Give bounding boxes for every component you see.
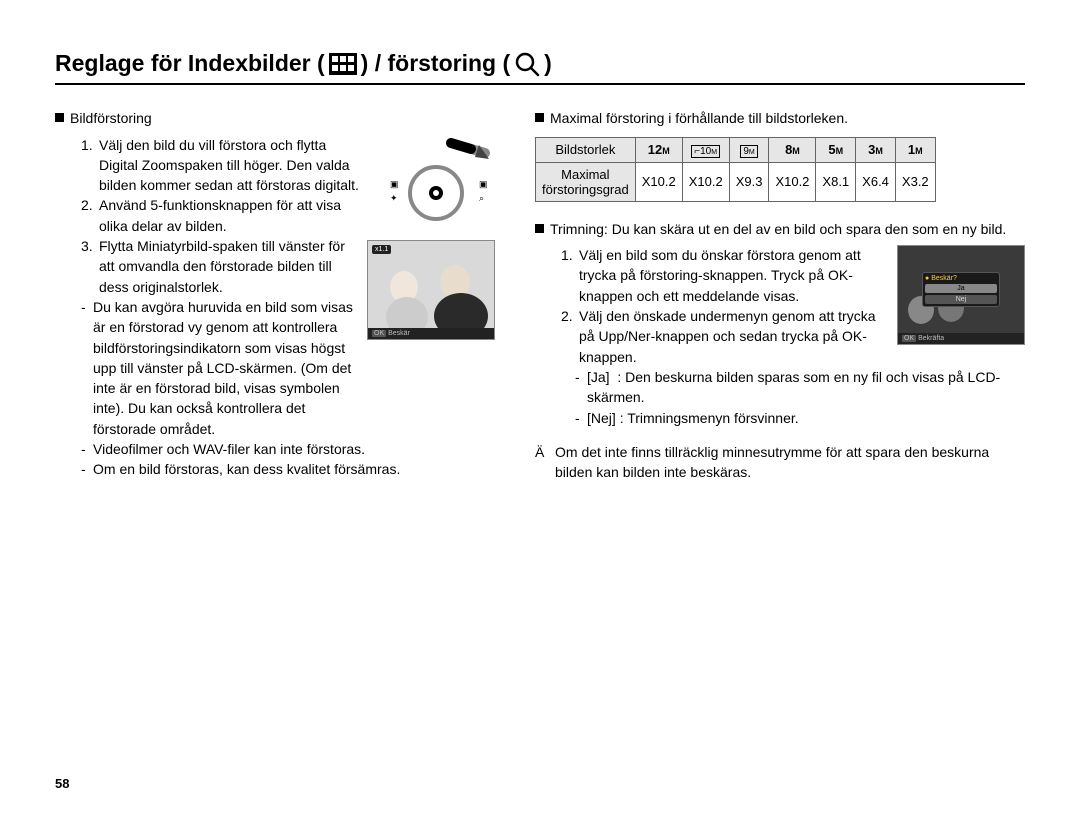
table-cell: X10.2 xyxy=(769,162,816,201)
table-row1-label: Bildstorlek xyxy=(536,137,636,162)
zoom-ratio-badge: x1.1 xyxy=(372,245,391,254)
left-section-title: Bildförstoring xyxy=(70,109,152,129)
right-sublist: - [Ja] : Den beskurna bilden sparas som … xyxy=(535,367,1025,428)
table-cell: X3.2 xyxy=(895,162,935,201)
left-step-3: 3. Flytta Miniatyrbild-spaken till vänst… xyxy=(81,236,359,297)
thumb-bottom-confirm: OKBekräfta xyxy=(898,333,1024,344)
svg-text:▣: ▣ xyxy=(390,179,399,189)
right-section1-title: Maximal förstoring i förhållande till bi… xyxy=(550,109,848,129)
size-9m: 9M xyxy=(729,137,769,162)
left-dash-3: - Om en bild förstoras, kan dess kvalite… xyxy=(81,459,495,479)
left-section-header: Bildförstoring xyxy=(55,109,495,129)
dialog-no: Nej xyxy=(925,295,997,304)
title-part2: ) / förstoring ( xyxy=(361,50,510,77)
bullet-icon xyxy=(535,224,544,233)
right-nej: - [Nej] : Trimningsmenyn försvinner. xyxy=(575,408,1025,428)
page-title-bar: Reglage för Indexbilder ( ) / förstoring… xyxy=(55,50,1025,85)
thumbnail-grid-icon xyxy=(329,53,357,75)
thumb-bottom-label: OKBeskär xyxy=(368,328,494,339)
title-part1: Reglage för Indexbilder ( xyxy=(55,50,325,77)
table-cell: X10.2 xyxy=(635,162,682,201)
title-part3: ) xyxy=(544,50,552,77)
right-ja: - [Ja] : Den beskurna bilden sparas som … xyxy=(575,367,1025,408)
left-dash-1: - Du kan avgöra huruvida en bild som vis… xyxy=(81,297,359,439)
svg-text:⌕: ⌕ xyxy=(479,193,484,203)
note-symbol: Ä xyxy=(535,442,555,483)
size-8m: 8M xyxy=(769,137,816,162)
trim-dialog-thumb: ● Beskär? Ja Nej OKBekräfta xyxy=(897,245,1025,345)
size-12m: 12M xyxy=(635,137,682,162)
table-cell: X10.2 xyxy=(682,162,729,201)
bullet-icon xyxy=(55,113,64,122)
svg-text:▣: ▣ xyxy=(479,179,488,189)
size-5m: 5M xyxy=(816,137,856,162)
size-3m: 3M xyxy=(856,137,896,162)
enlarged-photo-thumb: x1.1 OKBeskär xyxy=(367,240,495,340)
left-dash-2: - Videofilmer och WAV-filer kan inte för… xyxy=(81,439,495,459)
right-step-1: 1. Välj en bild som du önskar förstora g… xyxy=(561,245,889,306)
right-step-2: 2. Välj den önskade undermenyn genom att… xyxy=(561,306,889,367)
right-section1-header: Maximal förstoring i förhållande till bi… xyxy=(535,109,1025,129)
left-column: Bildförstoring ▣ ✦ ▣ ⌕ 1. xyxy=(55,109,495,482)
max-enlargement-table: Bildstorlek 12M ⌐10M 9M 8M 5M 3M 1M Maxi… xyxy=(535,137,936,202)
table-cell: X9.3 xyxy=(729,162,769,201)
svg-text:✦: ✦ xyxy=(390,193,398,203)
left-step-1: 1. Välj den bild du vill förstora och fl… xyxy=(81,135,369,196)
content-columns: Bildförstoring ▣ ✦ ▣ ⌕ 1. xyxy=(55,109,1025,482)
trim-dialog: ● Beskär? Ja Nej xyxy=(922,272,1000,307)
table-cell: X6.4 xyxy=(856,162,896,201)
size-1m: 1M xyxy=(895,137,935,162)
right-section2-title: Trimning: Du kan skära ut en del av en b… xyxy=(550,220,1006,240)
bullet-icon xyxy=(535,113,544,122)
magnifier-icon xyxy=(514,51,540,77)
right-section2-header: Trimning: Du kan skära ut en del av en b… xyxy=(535,220,1025,240)
size-10m: ⌐10M xyxy=(682,137,729,162)
dialog-yes: Ja xyxy=(925,284,997,293)
right-note: Ä Om det inte finns tillräcklig minnesut… xyxy=(535,442,1025,483)
right-column: Maximal förstoring i förhållande till bi… xyxy=(535,109,1025,482)
page-number: 58 xyxy=(55,776,69,791)
table-row2-label: Maximal förstoringsgrad xyxy=(536,162,636,201)
table-cell: X8.1 xyxy=(816,162,856,201)
zoom-dial-illustration: ▣ ✦ ▣ ⌕ xyxy=(377,135,495,233)
left-step-2: 2. Använd 5-funktionsknappen för att vis… xyxy=(81,195,369,236)
